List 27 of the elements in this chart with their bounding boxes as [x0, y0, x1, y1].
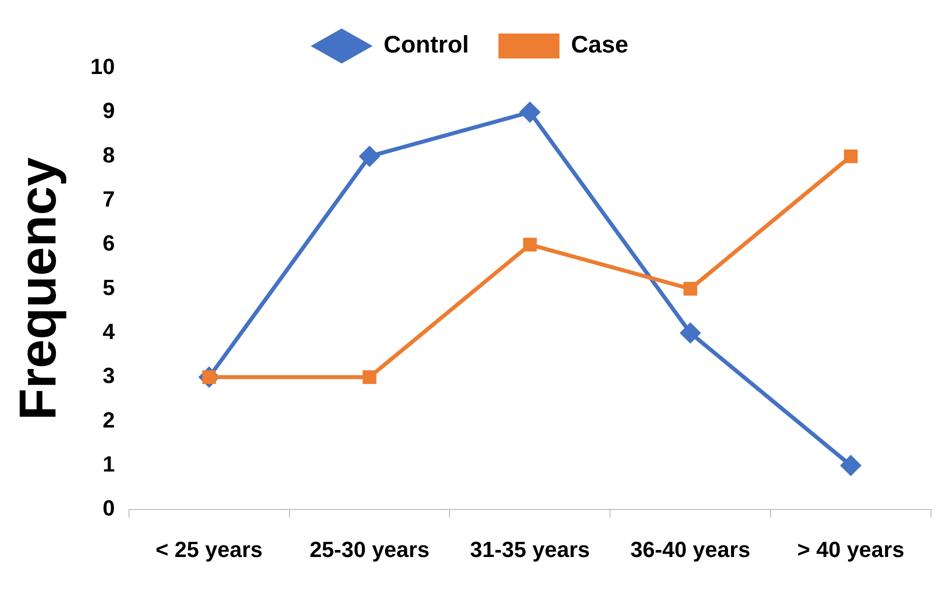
point [840, 454, 862, 476]
x-tick-label: > 40 years [797, 536, 904, 562]
y-tick-label: 8 [102, 142, 115, 168]
point [844, 149, 858, 164]
legend-label: Control [384, 32, 469, 59]
x-tick-label: 25-30 years [310, 536, 430, 562]
point [519, 102, 540, 123]
y-axis-title: Frequency [10, 157, 68, 420]
point [362, 370, 376, 384]
y-tick-label: 4 [102, 319, 116, 344]
x-tick-label: < 25 years [156, 536, 263, 562]
y-tick-label: 3 [102, 363, 115, 388]
point [683, 282, 698, 296]
point [523, 238, 537, 252]
y-tick-label: 7 [102, 186, 115, 212]
y-tick-label: 0 [102, 496, 115, 521]
point [680, 322, 701, 344]
point [359, 146, 380, 167]
y-tick-label: 9 [102, 98, 115, 124]
x-tick-label: 36-40 years [630, 536, 750, 562]
y-tick-label: 2 [102, 407, 115, 432]
y-tick-label: 1 [102, 452, 115, 477]
y-tick-label: 10 [90, 54, 115, 80]
y-tick-label: 5 [102, 274, 115, 300]
y-tick-label: 6 [102, 230, 115, 256]
legend-label: Case [570, 32, 628, 59]
x-tick-label: 31-35 years [470, 536, 590, 562]
